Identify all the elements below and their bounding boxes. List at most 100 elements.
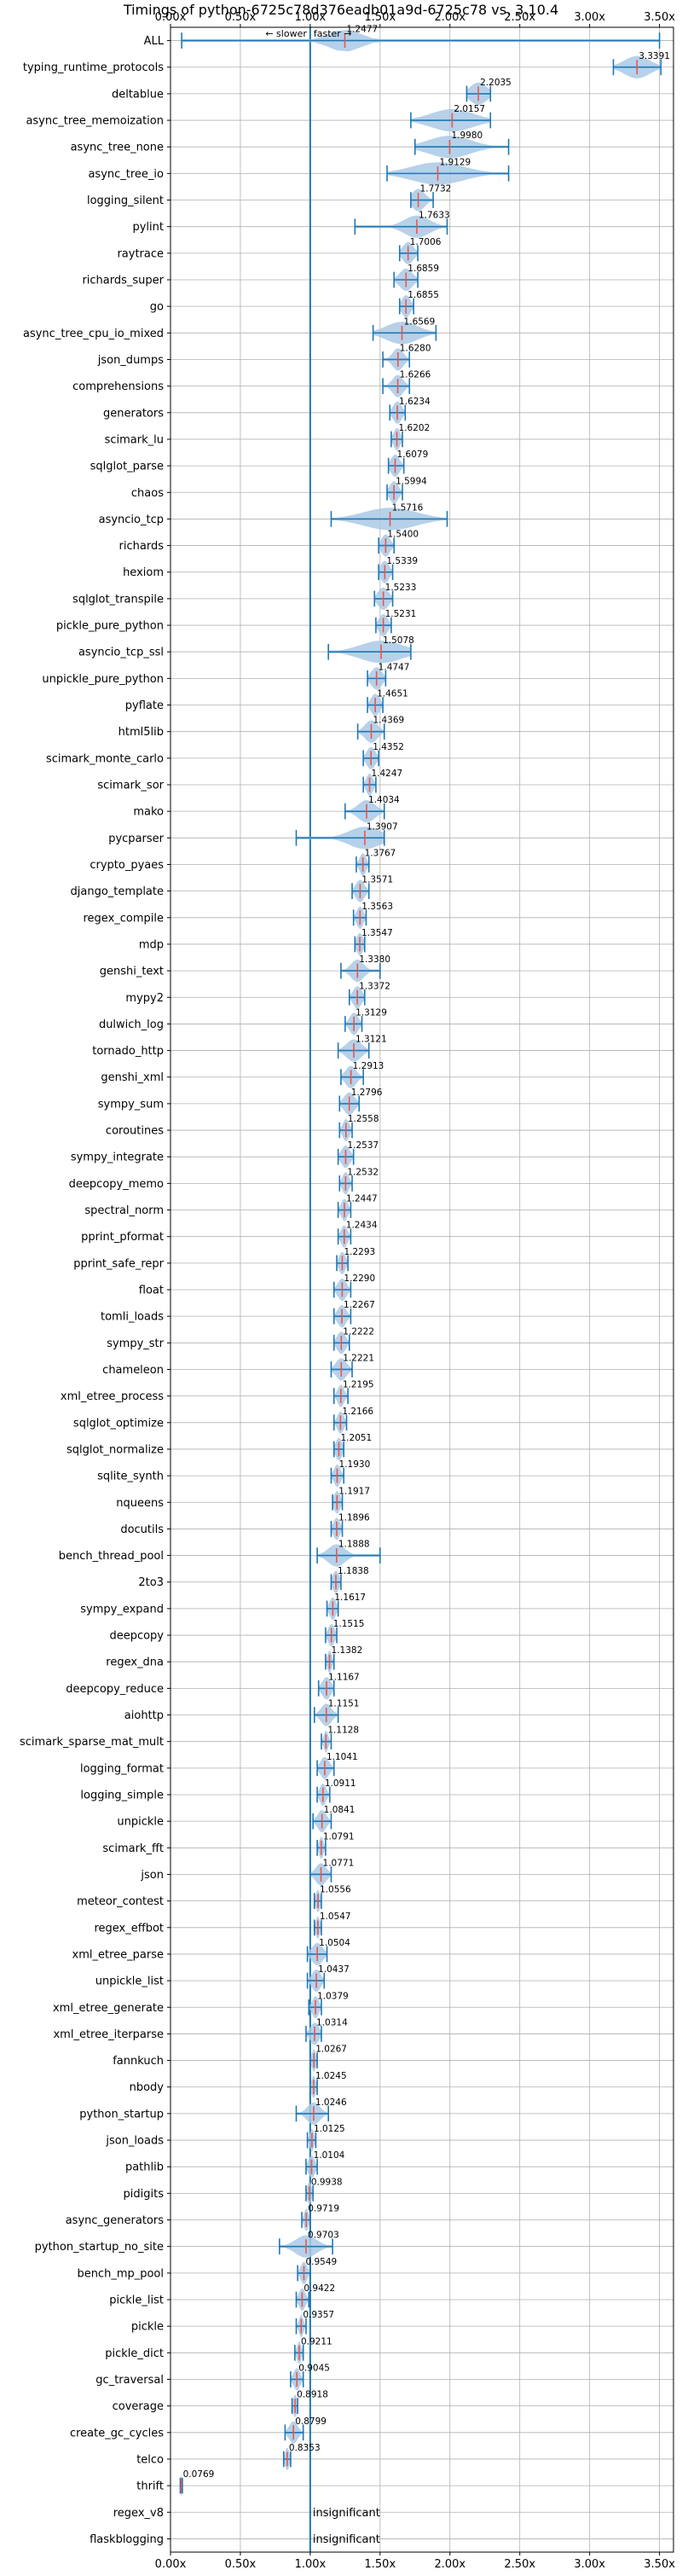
benchmark-label: sympy_str [107,1337,164,1350]
value-label: 1.2532 [347,1167,379,1177]
benchmark-label: sqlglot_normalize [66,1443,164,1456]
x-tick-label-top: 3.00x [574,11,605,24]
benchmark-label: pycparser [108,833,164,845]
benchmark-label: scimark_lu [105,433,164,446]
value-label: 1.4352 [373,742,404,752]
benchmark-label: float [139,1285,164,1297]
value-label: 1.1930 [339,1459,371,1470]
benchmark-label: chameleon [102,1364,164,1377]
benchmark-label: flaskblogging [90,2533,164,2546]
value-label: 1.0791 [323,1831,355,1842]
benchmark-label: bench_thread_pool [59,1550,164,1563]
benchmark-label: async_tree_memoization [26,115,164,128]
benchmark-label: mypy2 [125,992,164,1005]
benchmark-label: pyflate [125,699,164,712]
benchmark-label: tornado_http [92,1045,164,1058]
benchmark-label: asyncio_tcp_ssl [78,647,164,659]
value-label: 1.3767 [365,849,396,859]
benchmark-label: json [140,1869,164,1882]
benchmark-label: genshi_xml [101,1071,164,1084]
value-label: 1.1896 [338,1512,370,1523]
benchmark-label: meteor_contest [77,1895,164,1908]
benchmark-label: pickle [131,2321,164,2334]
benchmark-label: async_tree_io [88,168,164,181]
value-label: 1.2221 [343,1354,374,1364]
benchmark-label: generators [103,407,164,420]
benchmark-label: python_startup [79,2108,164,2121]
benchmark-label: fannkuch [113,2055,164,2068]
benchmark-label: raytrace [117,247,164,260]
benchmark-label: bench_mp_pool [77,2267,164,2280]
benchmark-label: pickle_pure_python [56,620,164,633]
benchmark-label: ALL [144,35,165,48]
benchmark-label: crypto_pyaes [90,859,164,872]
value-label: 1.9129 [440,157,471,167]
value-label: 0.9549 [305,2257,337,2267]
value-label: 1.6079 [397,450,429,460]
benchmark-label: sqlglot_transpile [72,593,164,606]
value-label: 1.2166 [342,1407,373,1417]
value-label: 1.0314 [316,2017,348,2028]
value-label: 1.4369 [373,716,404,726]
x-tick-label-top: 1.50x [365,11,396,24]
benchmark-label: typing_runtime_protocols [23,61,164,74]
value-label: 1.2913 [353,1061,384,1071]
insignificant-label: insignificant [313,2507,380,2520]
benchmark-label: sqlglot_parse [90,461,164,473]
value-label: 1.2267 [344,1300,375,1310]
x-tick-label-bottom: 3.50x [644,2558,675,2571]
benchmark-label: thrift [136,2480,164,2493]
benchmark-label: sympy_expand [80,1603,164,1616]
benchmark-label: create_gc_cycles [70,2427,164,2440]
value-label: 1.0504 [319,1938,350,1948]
x-tick-label-top: 2.00x [434,11,465,24]
benchmark-label: xml_etree_generate [53,2002,164,2015]
value-label: 1.6859 [407,264,439,274]
x-tick-label-top: 1.00x [295,11,327,24]
benchmark-label: deepcopy_memo [69,1178,164,1191]
x-tick-label-top: 0.00x [155,11,187,24]
value-label: 1.1041 [327,1752,358,1762]
value-label: 1.1515 [333,1619,365,1629]
benchmark-label: sympy_integrate [71,1152,164,1164]
benchmark-label: pathlib [125,2161,164,2174]
benchmark-label: coroutines [106,1125,164,1138]
benchmark-label: comprehensions [72,380,164,393]
value-label: 1.1617 [334,1593,366,1603]
benchmark-label: pprint_safe_repr [73,1257,164,1270]
benchmark-label: pidigits [124,2188,165,2201]
value-label: 1.1128 [327,1726,359,1736]
value-label: 1.2195 [343,1380,374,1390]
benchmark-label: unpickle_list [95,1976,164,1988]
value-label: 1.3372 [359,981,390,991]
value-label: 1.6202 [399,423,431,433]
value-label: 1.0125 [314,2124,345,2134]
benchmark-label: docutils [120,1523,164,1536]
value-label: 1.7633 [419,211,450,221]
value-label: 0.9938 [311,2177,343,2187]
value-label: 1.2477 [346,25,378,35]
value-label: 1.2051 [341,1433,373,1443]
benchmark-label: xml_etree_parse [72,1948,164,1961]
value-label: 1.9980 [451,131,483,141]
slower-annotation: ← slower [265,28,307,39]
benchmark-label: django_template [71,885,164,898]
benchmark-label: tomli_loads [101,1311,164,1324]
value-label: 1.3571 [361,875,393,885]
benchmark-label: sympy_sum [98,1098,164,1111]
x-tick-label-bottom: 2.00x [434,2558,465,2571]
benchmark-label: pickle_list [109,2295,164,2307]
value-label: 0.9422 [303,2283,335,2294]
value-label: 3.3391 [639,51,670,61]
faster-annotation: faster → [314,28,352,39]
benchmark-label: pickle_dict [105,2347,164,2360]
benchmark-label: async_generators [66,2214,165,2227]
value-label: 1.4651 [377,689,408,699]
value-label: 1.0437 [318,1964,350,1975]
label-layer: 0.00x 0.00x 0.50x 0.50x 1.00x 1.00x 1.50x 1.50x… [20,11,675,2571]
value-label: 1.6266 [400,370,431,380]
benchmark-label: logging_silent [87,194,164,207]
benchmark-label: scimark_sor [97,780,164,792]
value-label: 0.9045 [298,2364,330,2374]
value-label: 1.3129 [355,1007,387,1018]
